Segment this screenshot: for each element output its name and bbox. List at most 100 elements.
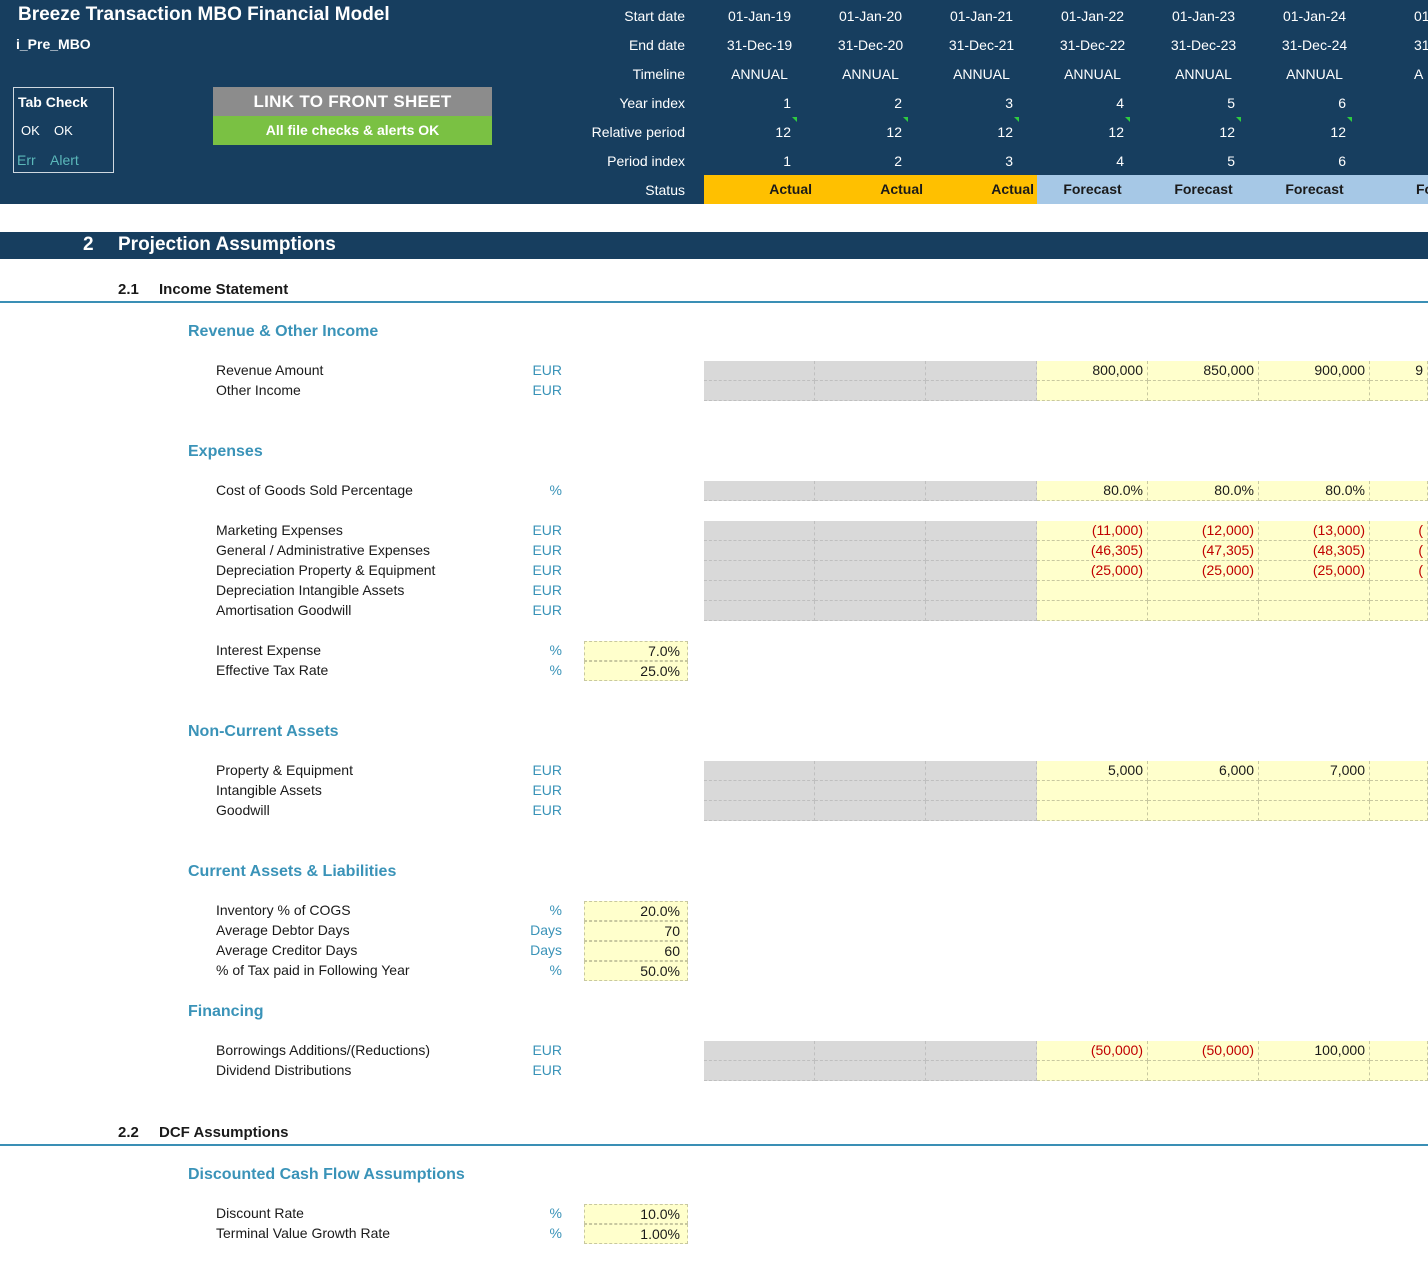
input-cell[interactable]: 80.0% <box>1037 481 1148 501</box>
timeline-relative-period-cell[interactable]: 12 <box>775 124 791 140</box>
actual-cell[interactable] <box>704 761 815 781</box>
timeline-start-cell[interactable]: 01-Jan-24 <box>1282 8 1347 24</box>
actual-cell[interactable] <box>926 541 1037 561</box>
input-cell[interactable]: 7,000 <box>1259 761 1370 781</box>
actual-cell[interactable] <box>815 521 926 541</box>
input-cell[interactable]: ( <box>1370 541 1428 561</box>
input-cell[interactable]: 850,000 <box>1148 361 1259 381</box>
timeline-end-cell[interactable]: 31-Dec-21 <box>948 37 1015 53</box>
timeline-end-cell[interactable]: 31-Dec-19 <box>726 37 793 53</box>
input-discount-rate[interactable]: 10.0% <box>584 1204 688 1224</box>
timeline-timeline-cell[interactable]: A <box>1414 66 1424 82</box>
input-cell[interactable] <box>1370 1041 1428 1061</box>
input-cell[interactable] <box>1370 761 1428 781</box>
timeline-year-index-cell[interactable]: 4 <box>1116 95 1124 111</box>
input-cell[interactable] <box>1148 601 1259 621</box>
input-cell[interactable]: 100,000 <box>1259 1041 1370 1061</box>
input-cell[interactable] <box>1148 381 1259 401</box>
input-cell[interactable]: 5,000 <box>1037 761 1148 781</box>
actual-cell[interactable] <box>815 381 926 401</box>
input-cell[interactable]: 80.0% <box>1259 481 1370 501</box>
actual-cell[interactable] <box>815 541 926 561</box>
actual-cell[interactable] <box>815 361 926 381</box>
input-cell[interactable]: ( <box>1370 561 1428 581</box>
timeline-start-cell[interactable]: 01-Jan-23 <box>1171 8 1236 24</box>
input-terminal-growth[interactable]: 1.00% <box>584 1224 688 1244</box>
timeline-relative-period-cell[interactable]: 12 <box>1330 124 1346 140</box>
actual-cell[interactable] <box>926 601 1037 621</box>
actual-cell[interactable] <box>815 781 926 801</box>
input-cell[interactable] <box>1259 381 1370 401</box>
input-cell[interactable] <box>1037 381 1148 401</box>
actual-cell[interactable] <box>704 481 815 501</box>
input-cell[interactable]: (13,000) <box>1259 521 1370 541</box>
input-cell[interactable] <box>1259 601 1370 621</box>
timeline-relative-period-cell[interactable]: 12 <box>1108 124 1124 140</box>
actual-cell[interactable] <box>926 521 1037 541</box>
timeline-end-cell[interactable]: 31-Dec-24 <box>1281 37 1348 53</box>
actual-cell[interactable] <box>815 1061 926 1081</box>
input-cell[interactable]: (25,000) <box>1148 561 1259 581</box>
actual-cell[interactable] <box>704 581 815 601</box>
timeline-period-index-cell[interactable]: 4 <box>1116 153 1124 169</box>
input-cell[interactable]: (25,000) <box>1259 561 1370 581</box>
input-cell[interactable] <box>1148 1061 1259 1081</box>
input-cell[interactable]: (25,000) <box>1037 561 1148 581</box>
actual-cell[interactable] <box>926 561 1037 581</box>
actual-cell[interactable] <box>704 781 815 801</box>
timeline-relative-period-cell[interactable]: 12 <box>886 124 902 140</box>
actual-cell[interactable] <box>815 581 926 601</box>
actual-cell[interactable] <box>926 481 1037 501</box>
timeline-period-index-cell[interactable]: 2 <box>894 153 902 169</box>
timeline-period-index-cell[interactable]: 1 <box>783 153 791 169</box>
actual-cell[interactable] <box>926 1061 1037 1081</box>
input-cell[interactable] <box>1037 1061 1148 1081</box>
input-cell[interactable] <box>1370 381 1428 401</box>
link-to-front-sheet-button[interactable]: LINK TO FRONT SHEET <box>213 87 492 116</box>
actual-cell[interactable] <box>704 361 815 381</box>
input-effective-tax[interactable]: 25.0% <box>584 661 688 681</box>
timeline-year-index-cell[interactable]: 6 <box>1338 95 1346 111</box>
input-cell[interactable] <box>1370 481 1428 501</box>
input-inventory[interactable]: 20.0% <box>584 901 688 921</box>
input-cell[interactable] <box>1259 801 1370 821</box>
actual-cell[interactable] <box>815 1041 926 1061</box>
timeline-end-cell[interactable]: 31-Dec-22 <box>1059 37 1126 53</box>
actual-cell[interactable] <box>815 481 926 501</box>
input-cell[interactable] <box>1148 781 1259 801</box>
input-cell[interactable] <box>1370 1061 1428 1081</box>
actual-cell[interactable] <box>704 561 815 581</box>
timeline-timeline-cell[interactable]: ANNUAL <box>953 66 1010 82</box>
actual-cell[interactable] <box>926 1041 1037 1061</box>
input-cell[interactable]: 80.0% <box>1148 481 1259 501</box>
actual-cell[interactable] <box>704 381 815 401</box>
actual-cell[interactable] <box>926 761 1037 781</box>
timeline-start-cell[interactable]: 01-Jan-20 <box>838 8 903 24</box>
actual-cell[interactable] <box>704 541 815 561</box>
actual-cell[interactable] <box>815 761 926 781</box>
timeline-year-index-cell[interactable]: 1 <box>783 95 791 111</box>
input-cell[interactable]: (11,000) <box>1037 521 1148 541</box>
input-cell[interactable]: (50,000) <box>1037 1041 1148 1061</box>
actual-cell[interactable] <box>926 581 1037 601</box>
input-cell[interactable] <box>1148 801 1259 821</box>
input-cell[interactable] <box>1259 1061 1370 1081</box>
input-cell[interactable] <box>1037 801 1148 821</box>
input-interest-expense[interactable]: 7.0% <box>584 641 688 661</box>
actual-cell[interactable] <box>704 1041 815 1061</box>
input-cell[interactable] <box>1037 781 1148 801</box>
timeline-year-index-cell[interactable]: 5 <box>1227 95 1235 111</box>
input-cell[interactable]: (50,000) <box>1148 1041 1259 1061</box>
timeline-timeline-cell[interactable]: ANNUAL <box>1286 66 1343 82</box>
input-cell[interactable] <box>1148 581 1259 601</box>
actual-cell[interactable] <box>704 521 815 541</box>
timeline-timeline-cell[interactable]: ANNUAL <box>842 66 899 82</box>
timeline-year-index-cell[interactable]: 2 <box>894 95 902 111</box>
timeline-start-cell[interactable]: 01-Jan-19 <box>727 8 792 24</box>
timeline-period-index-cell[interactable]: 5 <box>1227 153 1235 169</box>
actual-cell[interactable] <box>704 1061 815 1081</box>
timeline-period-index-cell[interactable]: 6 <box>1338 153 1346 169</box>
input-cell[interactable] <box>1259 781 1370 801</box>
input-cell[interactable]: (12,000) <box>1148 521 1259 541</box>
input-cell[interactable]: 900,000 <box>1259 361 1370 381</box>
